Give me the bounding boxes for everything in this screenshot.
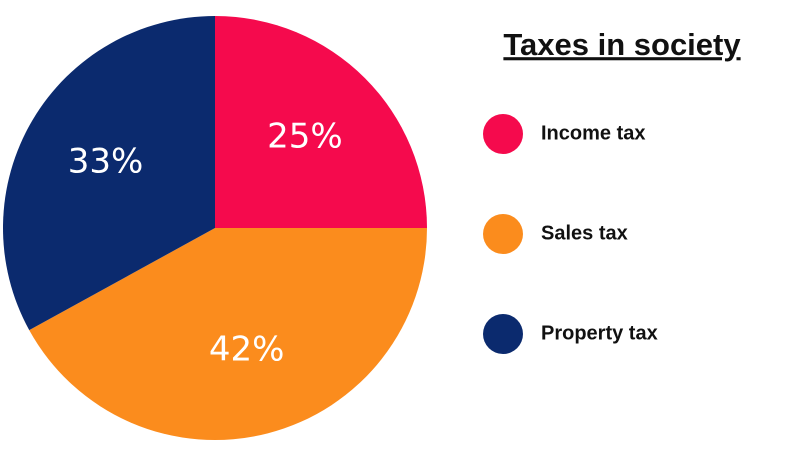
pie-slice bbox=[215, 16, 427, 228]
chart-title: Taxes in society bbox=[503, 27, 741, 62]
legend-swatch bbox=[483, 314, 523, 354]
legend-label: Sales tax bbox=[541, 222, 628, 244]
slice-label: 25% bbox=[267, 117, 343, 157]
pie-slice bbox=[3, 16, 215, 331]
legend-swatch bbox=[483, 214, 523, 254]
slice-label: 42% bbox=[209, 330, 285, 370]
legend-swatch bbox=[483, 114, 523, 154]
slice-label: 33% bbox=[68, 142, 144, 182]
legend-label: Income tax bbox=[541, 122, 645, 144]
legend-label: Property tax bbox=[541, 322, 658, 344]
pie-slice bbox=[29, 228, 427, 440]
